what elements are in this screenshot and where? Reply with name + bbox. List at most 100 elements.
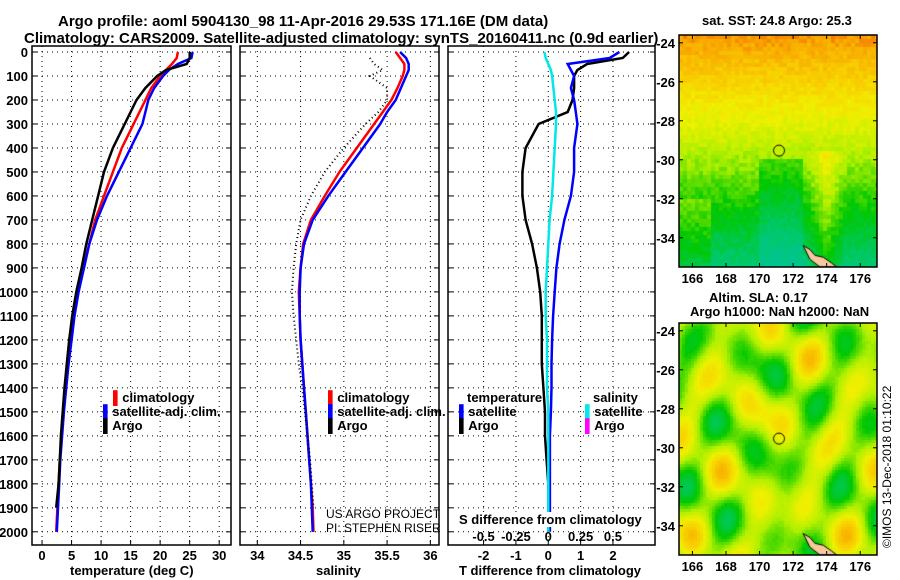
lon-tick-label: 172 [782, 559, 804, 574]
salinity-xlabel: salinity [316, 563, 361, 578]
x-tick-label: 5 [68, 548, 75, 563]
lat-tick-label: -34 [656, 519, 676, 534]
y-tick-label: 1100 [0, 309, 28, 324]
x-tick-label: 30 [212, 548, 226, 563]
y-tick-label: 1900 [0, 501, 28, 516]
s-tick-label: -0.25 [501, 529, 531, 544]
x-tick-label: 36 [423, 548, 437, 563]
map-frame [678, 34, 878, 268]
s-tick-label: 0.25 [568, 529, 593, 544]
series-difference-salinity-satellite [543, 51, 558, 532]
x-tick-label: 0 [545, 548, 552, 563]
legend-s-title: salinity [593, 390, 638, 405]
y-tick-label: 200 [6, 93, 28, 108]
difference-xlabel: T difference from climatology [459, 563, 642, 578]
lon-tick-label: 166 [682, 559, 704, 574]
y-tick-label: 1000 [0, 285, 28, 300]
legend-argo-s: ▌Argo [328, 418, 368, 433]
series-salinity-satellite-adj-clim- [298, 51, 410, 532]
s-tick-label: 0 [545, 529, 552, 544]
lon-tick-label: 168 [715, 559, 737, 574]
y-tick-label: 600 [6, 189, 28, 204]
plot-frame [31, 45, 232, 546]
annotation-project: US ARGO PROJECT [326, 507, 441, 521]
lon-tick-label: 168 [715, 271, 737, 286]
s-tick-label: -0.5 [472, 529, 494, 544]
lat-tick-label: -30 [656, 441, 675, 456]
lat-tick-label: -32 [656, 192, 675, 207]
y-tick-label: 800 [6, 237, 28, 252]
x-tick-label: 1 [577, 548, 584, 563]
x-tick-label: 20 [153, 548, 167, 563]
sst-map [679, 35, 877, 267]
y-tick-label: 1600 [0, 429, 28, 444]
y-tick-label: 300 [6, 117, 28, 132]
lat-tick-label: -24 [656, 36, 676, 51]
x-tick-label: 10 [94, 548, 108, 563]
plot-frame [447, 45, 656, 546]
lat-tick-label: -30 [656, 153, 675, 168]
x-tick-label: 2 [609, 548, 616, 563]
x-tick-label: 0 [38, 548, 45, 563]
lat-tick-label: -28 [656, 114, 675, 129]
title-line-1: Argo profile: aoml 5904130_98 11-Apr-201… [58, 13, 549, 30]
difference-s-xlabel: S difference from climatology [459, 512, 642, 527]
lon-tick-label: 166 [682, 271, 704, 286]
legend-argo: ▌Argo [103, 418, 143, 433]
y-tick-label: 100 [6, 69, 28, 84]
copyright-text: ©IMOS 13-Dec-2018 01:10:22 [880, 385, 894, 548]
y-tick-label: 1800 [0, 477, 28, 492]
y-tick-label: 1200 [0, 333, 28, 348]
legend-s-argo: ▌Argo [585, 418, 625, 433]
sst-map-title: sat. SST: 24.8 Argo: 25.3 [702, 13, 852, 28]
lat-tick-label: -26 [656, 363, 675, 378]
plot-frame [239, 45, 440, 546]
lon-tick-label: 172 [782, 271, 804, 286]
y-tick-label: 500 [6, 165, 28, 180]
s-tick-label: 0.5 [604, 529, 622, 544]
legend-s-satellite: ▌satellite [585, 404, 643, 419]
lon-tick-label: 170 [749, 559, 771, 574]
lon-tick-label: 174 [816, 559, 838, 574]
y-tick-label: 1500 [0, 405, 28, 420]
lat-tick-label: -26 [656, 75, 675, 90]
legend-t-title: temperature [467, 390, 543, 405]
lat-tick-label: -28 [656, 402, 675, 417]
y-tick-label: 900 [6, 261, 28, 276]
x-tick-label: 25 [182, 548, 196, 563]
x-tick-label: 15 [123, 548, 137, 563]
series-temperature-argo [54, 52, 191, 508]
legend-t-satellite: ▌satellite [459, 404, 517, 419]
legend-satellite: ▌satellite-adj. clim. [103, 404, 221, 419]
annotation-pi: PI: STEPHEN RISER [326, 521, 441, 535]
y-tick-label: 2000 [0, 525, 28, 540]
x-tick-label: 35.5 [374, 548, 399, 563]
x-tick-label: -2 [478, 548, 490, 563]
lon-tick-label: 176 [849, 559, 871, 574]
sla-map-title: Altim. SLA: 0.17 [709, 290, 808, 305]
y-tick-label: 400 [6, 141, 28, 156]
y-tick-label: 0 [21, 45, 28, 60]
temperature-xlabel: temperature (deg C) [70, 563, 194, 578]
x-tick-label: 34 [250, 548, 265, 563]
lon-tick-label: 176 [849, 271, 871, 286]
title-line-2: Climatology: CARS2009. Satellite-adjuste… [24, 30, 659, 47]
sla-map-subtitle: Argo h1000: NaN h2000: NaN [690, 304, 870, 319]
lon-tick-label: 170 [749, 271, 771, 286]
series-difference-temperature-satellite [548, 50, 621, 532]
lon-tick-label: 174 [816, 271, 838, 286]
y-tick-label: 1700 [0, 453, 28, 468]
y-tick-label: 1300 [0, 357, 28, 372]
x-tick-label: 35 [337, 548, 351, 563]
legend-t-argo: ▌Argo [459, 418, 499, 433]
lat-tick-label: -24 [656, 324, 676, 339]
y-tick-label: 700 [6, 213, 28, 228]
legend-climatology-s: ▌climatology [328, 390, 410, 405]
map-frame [678, 322, 878, 556]
lat-tick-label: -34 [656, 231, 676, 246]
y-tick-label: 1400 [0, 381, 28, 396]
x-tick-label: -1 [510, 548, 522, 563]
x-tick-label: 34.5 [288, 548, 313, 563]
